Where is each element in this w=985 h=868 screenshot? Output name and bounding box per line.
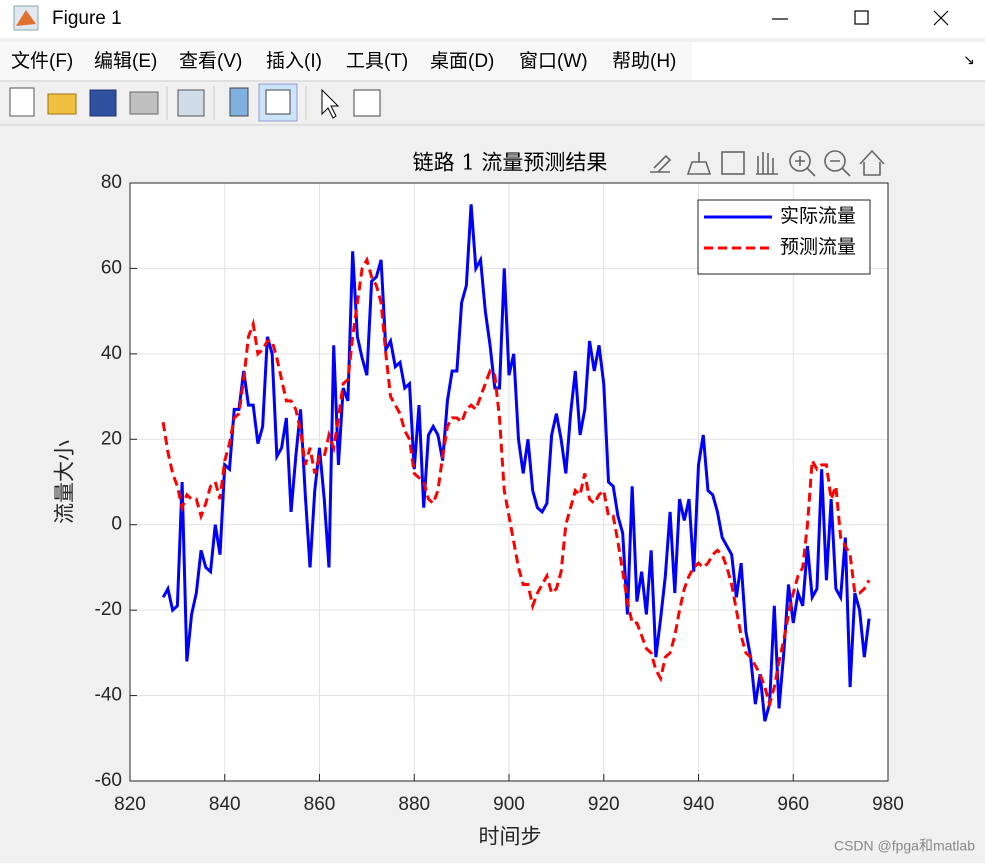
axes-toolbar xyxy=(650,149,885,177)
x-tick-label: 980 xyxy=(872,794,904,815)
series-line xyxy=(161,255,871,710)
menu-item[interactable]: 工具(T) xyxy=(346,51,408,72)
legend-glyph xyxy=(265,89,291,115)
x-tick-label: 920 xyxy=(588,794,620,815)
open-button[interactable] xyxy=(47,93,77,115)
y-tick-label: -40 xyxy=(95,685,122,706)
pan-tool[interactable] xyxy=(756,152,778,175)
brush-tool[interactable] xyxy=(650,154,672,173)
menu-item[interactable]: 文件(F) xyxy=(11,50,73,72)
data-tip-tool[interactable] xyxy=(686,152,712,175)
y-axis-label: 流量大小 xyxy=(53,440,77,524)
x-tick-label: 820 xyxy=(114,794,146,815)
y-tick-label: -20 xyxy=(95,599,122,620)
y-tick-label: 0 xyxy=(111,514,122,535)
restore-tool[interactable] xyxy=(721,151,745,175)
y-tick-label: 20 xyxy=(101,428,122,449)
y-tick-label: 40 xyxy=(101,343,122,364)
save-button[interactable] xyxy=(89,89,117,117)
menu-item[interactable]: 桌面(D) xyxy=(430,50,494,72)
menu-dock-arrow[interactable]: ↘ xyxy=(963,52,975,68)
series-line xyxy=(161,204,871,722)
legend-box xyxy=(697,199,871,275)
menu-item[interactable]: 编辑(E) xyxy=(94,50,157,72)
legend-label: 预测流量 xyxy=(780,236,856,258)
x-tick-label: 880 xyxy=(398,794,430,815)
pointer-button[interactable] xyxy=(321,88,340,119)
y-tick-label: -60 xyxy=(95,770,122,791)
menu-bar xyxy=(0,42,692,80)
zoom-out-tool[interactable] xyxy=(824,150,846,172)
home-tool[interactable] xyxy=(859,149,885,176)
colorbar-button[interactable] xyxy=(229,87,249,117)
y-tick-label: 80 xyxy=(101,172,122,193)
link-button[interactable] xyxy=(177,89,205,117)
new-button[interactable] xyxy=(9,87,35,117)
x-tick-label: 940 xyxy=(683,794,715,815)
x-tick-label: 900 xyxy=(493,794,525,815)
menu-item[interactable]: 帮助(H) xyxy=(612,50,676,72)
close-button[interactable] xyxy=(933,10,949,26)
menu-item[interactable]: 查看(V) xyxy=(179,50,242,72)
x-tick-label: 840 xyxy=(209,794,241,815)
toolbar xyxy=(9,83,381,122)
zoom-in-tool[interactable] xyxy=(789,150,811,172)
x-axis-label: 时间步 xyxy=(479,825,542,849)
print-button[interactable] xyxy=(129,91,159,115)
menu-bar-fill xyxy=(692,42,985,80)
x-tick-label: 960 xyxy=(777,794,809,815)
title-bar xyxy=(0,0,985,38)
menu-item[interactable]: 插入(I) xyxy=(266,50,322,72)
legend-label: 实际流量 xyxy=(780,205,856,227)
x-tick-label: 860 xyxy=(304,794,336,815)
maximize-button[interactable] xyxy=(854,10,869,25)
app-icon-glyph xyxy=(16,10,36,26)
axes-box xyxy=(129,182,889,782)
y-tick-label: 60 xyxy=(101,257,122,278)
chart-title: 链路 1 流量预测结果 xyxy=(413,151,608,175)
property-button[interactable] xyxy=(353,89,381,117)
watermark: CSDN @fpga和matlab xyxy=(834,838,975,854)
menu-item[interactable]: 窗口(W) xyxy=(519,50,588,72)
window-title: Figure 1 xyxy=(52,8,122,29)
